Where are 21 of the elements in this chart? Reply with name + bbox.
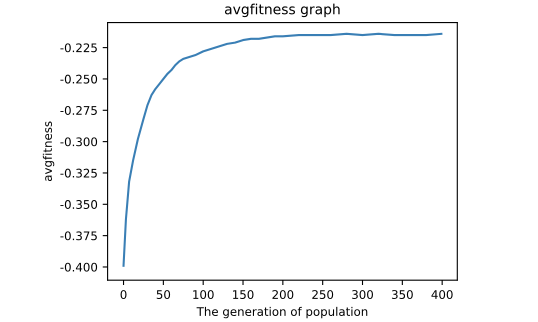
x-tick-label: 200 xyxy=(272,290,294,299)
y-tick-label: -0.325 xyxy=(60,168,97,178)
x-tick-label: 400 xyxy=(431,290,453,299)
x-tick-label: 350 xyxy=(392,290,413,299)
y-tick-label: -0.250 xyxy=(60,74,98,84)
y-tick-label: -0.375 xyxy=(60,231,97,240)
line-series xyxy=(122,32,442,267)
x-tick-label: 250 xyxy=(312,290,334,299)
x-axis-title: The generation of population xyxy=(196,306,368,318)
x-tick-label: 150 xyxy=(233,290,254,299)
x-tick-label: 0 xyxy=(120,290,127,299)
chart-title: avgfitness graph xyxy=(224,4,340,18)
y-tick-label: -0.350 xyxy=(60,200,98,209)
y-tick-label: -0.400 xyxy=(60,262,98,272)
y-tick-label: -0.225 xyxy=(60,43,97,52)
x-tick-label: 300 xyxy=(352,290,373,299)
x-tick-label: 100 xyxy=(193,290,214,299)
y-axis-title: avgfitness xyxy=(42,122,54,182)
y-tick-label: -0.275 xyxy=(60,106,97,115)
x-tick-label: 50 xyxy=(156,290,170,299)
y-tick-label: -0.300 xyxy=(60,137,98,146)
